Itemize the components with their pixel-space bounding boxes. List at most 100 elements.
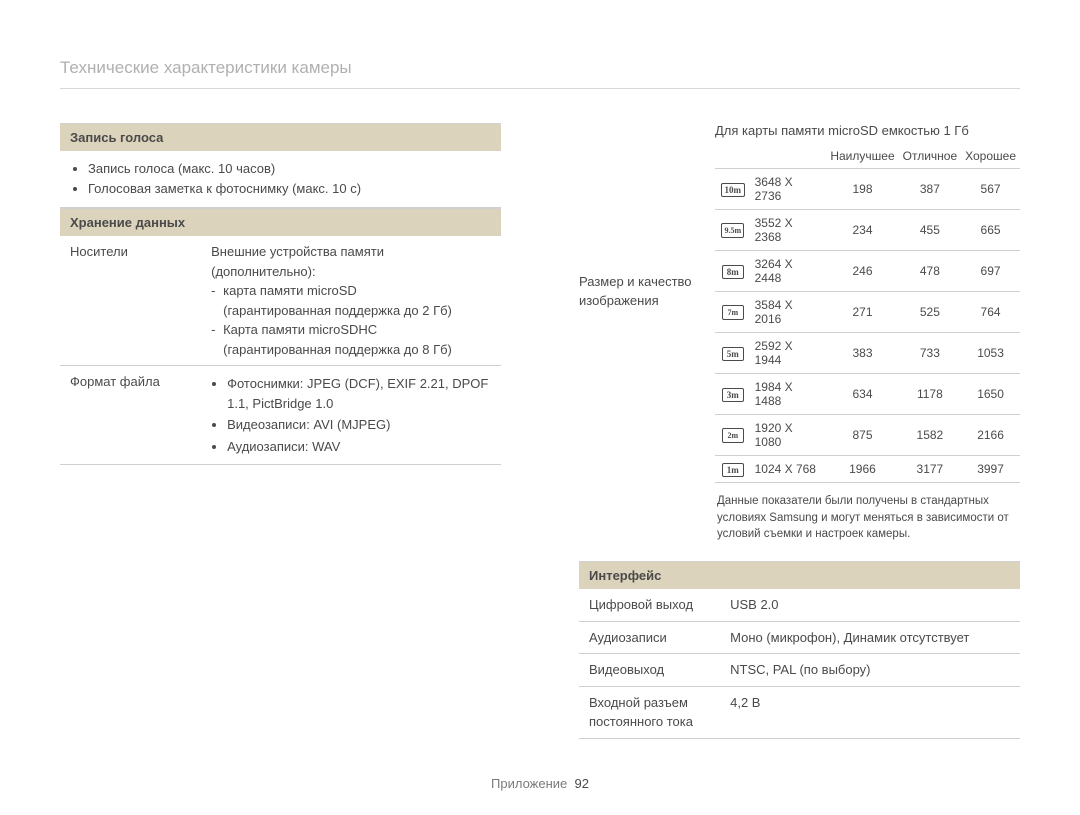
iface-key: Входной разъем постоянного тока [579, 686, 720, 738]
spec-page: Технические характеристики камеры Запись… [0, 0, 1080, 739]
left-column: Запись голоса Запись голоса (макс. 10 ча… [60, 123, 501, 739]
resolution: 2592 X 1944 [751, 333, 827, 374]
size-icon-cell: 9.5m [715, 210, 751, 251]
size-icon-cell: 3m [715, 374, 751, 415]
voice-item: Голосовая заметка к фотоснимку (макс. 10… [88, 179, 491, 199]
val-good: 478 [899, 251, 962, 292]
size-quality-block: Размер и качество изображения Для карты … [579, 123, 1020, 561]
resolution: 3584 X 2016 [751, 292, 827, 333]
size-row: 2m1920 X 108087515822166 [715, 415, 1020, 456]
media-line: (гарантированная поддержка до 8 Гб) [211, 340, 491, 360]
col-head: Наилучшее [826, 144, 898, 169]
iface-val: USB 2.0 [720, 589, 1020, 621]
format-value: Фотоснимки: JPEG (DCF), EXIF 2.21, DPOF … [201, 366, 501, 465]
val-best: 271 [826, 292, 898, 333]
resolution: 1920 X 1080 [751, 415, 827, 456]
val-good: 1582 [899, 415, 962, 456]
table-row: Носители Внешние устройства памяти (допо… [60, 236, 501, 366]
size-badge-icon: 7m [722, 305, 744, 320]
iface-val: Моно (микрофон), Динамик отсутствует [720, 621, 1020, 654]
val-ok: 764 [961, 292, 1020, 333]
table-row: ВидеовыходNTSC, PAL (по выбору) [579, 654, 1020, 687]
size-row: 10m 3648 X 2736198387567 [715, 169, 1020, 210]
table-row: Цифровой выходUSB 2.0 [579, 589, 1020, 621]
size-badge-icon: 9.5m [721, 223, 744, 238]
size-quality-main: Для карты памяти microSD емкостью 1 Гб Н… [715, 123, 1020, 561]
iface-val: 4,2 В [720, 686, 1020, 738]
format-list: Фотоснимки: JPEG (DCF), EXIF 2.21, DPOF … [211, 374, 491, 456]
page-title: Технические характеристики камеры [60, 58, 1020, 89]
format-key: Формат файла [60, 366, 201, 465]
interface-header: Интерфейс [579, 561, 1020, 589]
size-table-head: Наилучшее Отличное Хорошее [715, 144, 1020, 169]
empty-head [715, 144, 751, 169]
val-good: 1178 [899, 374, 962, 415]
media-key: Носители [60, 236, 201, 366]
val-good: 3177 [899, 456, 962, 483]
val-good: 733 [899, 333, 962, 374]
size-badge-icon: 8m [722, 265, 744, 279]
size-row: 9.5m3552 X 2368234455665 [715, 210, 1020, 251]
capacity-line: Для карты памяти microSD емкостью 1 Гб [715, 123, 1020, 144]
columns: Запись голоса Запись голоса (макс. 10 ча… [60, 123, 1020, 739]
size-icon-cell: 8m [715, 251, 751, 292]
format-item: Видеозаписи: AVI (MJPEG) [227, 415, 491, 435]
val-best: 198 [826, 169, 898, 210]
size-badge-icon: 5m [722, 347, 744, 361]
resolution: 3552 X 2368 [751, 210, 827, 251]
iface-key: Аудиозаписи [579, 621, 720, 654]
interface-table: Цифровой выходUSB 2.0АудиозаписиМоно (ми… [579, 589, 1020, 739]
iface-key: Видеовыход [579, 654, 720, 687]
footer: Приложение 92 [0, 776, 1080, 791]
size-icon-cell: 10m [715, 169, 751, 210]
col-head: Хорошее [961, 144, 1020, 169]
table-row: Входной разъем постоянного тока4,2 В [579, 686, 1020, 738]
voice-list: Запись голоса (макс. 10 часов) Голосовая… [60, 151, 501, 208]
size-icon-cell: 7m [715, 292, 751, 333]
size-icon-cell: 2m [715, 415, 751, 456]
table-row: АудиозаписиМоно (микрофон), Динамик отсу… [579, 621, 1020, 654]
size-note: Данные показатели были получены в станда… [715, 483, 1020, 561]
val-ok: 665 [961, 210, 1020, 251]
iface-val: NTSC, PAL (по выбору) [720, 654, 1020, 687]
size-row: 5m 2592 X 19443837331053 [715, 333, 1020, 374]
val-good: 387 [899, 169, 962, 210]
val-best: 634 [826, 374, 898, 415]
size-row: 3m1984 X 148863411781650 [715, 374, 1020, 415]
resolution: 3648 X 2736 [751, 169, 827, 210]
val-ok: 1053 [961, 333, 1020, 374]
col-head: Отличное [899, 144, 962, 169]
iface-key: Цифровой выход [579, 589, 720, 621]
val-ok: 567 [961, 169, 1020, 210]
size-badge-icon: 10m [721, 183, 746, 197]
val-ok: 3997 [961, 456, 1020, 483]
footer-page: 92 [575, 776, 589, 791]
empty-head [751, 144, 827, 169]
media-intro: Внешние устройства памяти (дополнительно… [211, 242, 491, 281]
storage-header: Хранение данных [60, 208, 501, 236]
val-ok: 697 [961, 251, 1020, 292]
media-line: (гарантированная поддержка до 2 Гб) [211, 301, 491, 321]
resolution: 1024 X 768 [751, 456, 827, 483]
val-good: 455 [899, 210, 962, 251]
table-row: Формат файла Фотоснимки: JPEG (DCF), EXI… [60, 366, 501, 465]
voice-item: Запись голоса (макс. 10 часов) [88, 159, 491, 179]
media-lines: -карта памяти microSD (гарантированная п… [211, 281, 491, 359]
val-best: 1966 [826, 456, 898, 483]
media-value: Внешние устройства памяти (дополнительно… [201, 236, 501, 366]
val-best: 383 [826, 333, 898, 374]
val-best: 246 [826, 251, 898, 292]
footer-label: Приложение [491, 776, 567, 791]
right-column: Размер и качество изображения Для карты … [579, 123, 1020, 739]
voice-header: Запись голоса [60, 123, 501, 151]
resolution: 3264 X 2448 [751, 251, 827, 292]
val-ok: 1650 [961, 374, 1020, 415]
size-row: 8m 3264 X 2448246478697 [715, 251, 1020, 292]
size-badge-icon: 3m [722, 388, 744, 402]
size-quality-label: Размер и качество изображения [579, 123, 701, 311]
size-row: 7m3584 X 2016271525764 [715, 292, 1020, 333]
size-badge-icon: 2m [722, 428, 744, 443]
format-item: Аудиозаписи: WAV [227, 437, 491, 457]
size-icon-cell: 5m [715, 333, 751, 374]
size-badge-icon: 1m [722, 463, 744, 477]
